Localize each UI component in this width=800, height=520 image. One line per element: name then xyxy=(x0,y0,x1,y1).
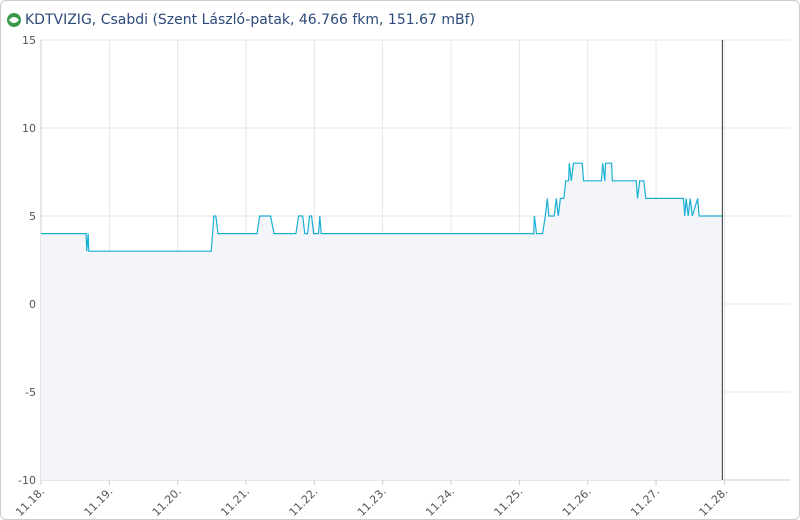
x-tick-label: 11.22. xyxy=(287,485,321,519)
x-tick-label: 11.27. xyxy=(628,485,662,519)
chart-title: KDTVIZIG, Csabdi (Szent László-patak, 46… xyxy=(25,12,475,28)
y-tick-label: 5 xyxy=(29,210,36,223)
x-tick-label: 11.20. xyxy=(150,485,184,519)
x-tick-label: 11.21. xyxy=(218,485,252,519)
y-tick-label: 10 xyxy=(22,122,36,135)
area xyxy=(41,163,723,480)
y-tick-label: -5 xyxy=(25,386,36,399)
x-tick-label: 11.26. xyxy=(560,485,594,519)
line xyxy=(41,162,723,252)
y-tick-label: -10 xyxy=(18,474,36,487)
y-tick-label: 0 xyxy=(29,298,36,311)
x-tick-label: 11.18. xyxy=(13,485,47,519)
x-tick-label: 11.28. xyxy=(697,485,731,519)
x-tick-label: 11.24. xyxy=(423,485,457,519)
x-tick-label: 11.23. xyxy=(355,485,389,519)
y-tick-label: 15 xyxy=(22,34,36,47)
title-icon xyxy=(7,13,21,27)
x-tick-label: 11.25. xyxy=(492,485,526,519)
x-tick-label: 11.19. xyxy=(82,485,116,519)
